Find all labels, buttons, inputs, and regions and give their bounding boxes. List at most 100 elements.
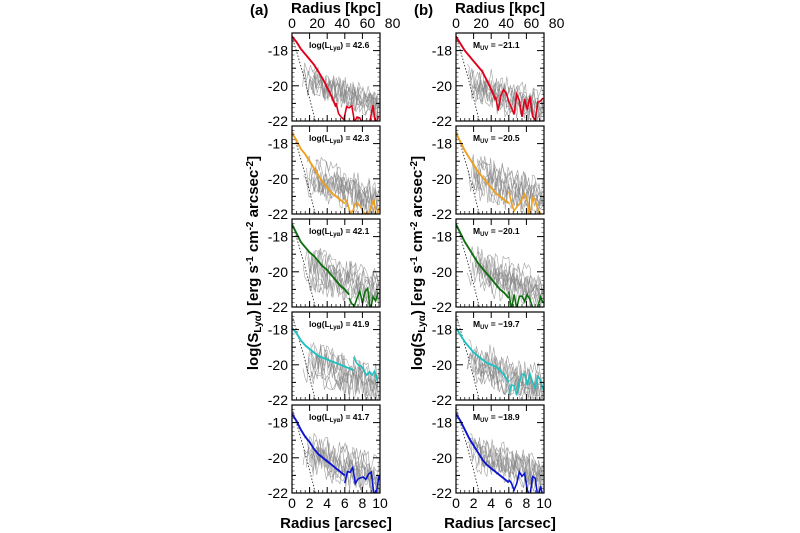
x-tick-label: 8 bbox=[359, 495, 367, 511]
x-tick-label: 6 bbox=[341, 495, 349, 511]
individual-profile-curve bbox=[311, 439, 380, 486]
y-tick-label: -22 bbox=[268, 206, 288, 222]
individual-profile-curve bbox=[475, 260, 544, 307]
row-annotation: MUV = −20.5 bbox=[473, 133, 520, 145]
row-annotation: log(LLyα) = 42.3 bbox=[309, 133, 370, 145]
y-tick-label: -18 bbox=[432, 322, 452, 338]
psf-profile-curve bbox=[292, 129, 316, 214]
panel-label: (a) bbox=[250, 2, 268, 19]
x-tick-label: 0 bbox=[288, 495, 296, 511]
y-tick-label: -18 bbox=[432, 136, 452, 152]
stacked-profile-line bbox=[456, 35, 497, 101]
x-tick-label: 6 bbox=[505, 495, 513, 511]
y-tick-label: -22 bbox=[432, 485, 452, 501]
stacked-profile-noise bbox=[508, 370, 544, 396]
individual-profile-curve bbox=[308, 268, 380, 306]
individual-profile-curve bbox=[302, 263, 379, 300]
y-tick-label: -18 bbox=[432, 229, 452, 245]
y-axis-label: log(SLyα) [erg s-1 cm-2 arcsec-2] bbox=[245, 156, 264, 370]
individual-profile-curve bbox=[314, 343, 380, 389]
individual-profiles-1-4 bbox=[456, 408, 544, 493]
y-tick-label: -20 bbox=[432, 78, 452, 94]
individual-profile-curve bbox=[315, 156, 380, 201]
individual-profile-curve bbox=[479, 440, 544, 484]
individual-profile-curve bbox=[476, 160, 544, 207]
y-tick-label: -22 bbox=[432, 113, 452, 129]
psf-profile-curve bbox=[456, 408, 480, 493]
kpc-tick-label: 40 bbox=[498, 15, 514, 31]
x-axis-label: Radius [arcsec] bbox=[444, 515, 556, 532]
individual-profile-curve bbox=[312, 354, 379, 396]
x-tick-label: 4 bbox=[323, 495, 331, 511]
y-tick-label: -18 bbox=[268, 229, 288, 245]
individual-profile-curve bbox=[310, 436, 379, 475]
y-tick-label: -22 bbox=[268, 299, 288, 315]
kpc-tick-label: 80 bbox=[549, 15, 565, 31]
individual-profile-curve bbox=[468, 170, 543, 214]
stacked-profile-noise bbox=[352, 356, 379, 382]
kpc-tick-label: 20 bbox=[309, 15, 325, 31]
stacked-profiles bbox=[292, 35, 544, 493]
y-tick-label: -18 bbox=[268, 415, 288, 431]
kpc-tick-label: 40 bbox=[334, 15, 350, 31]
row-annotation: log(LLyα) = 41.7 bbox=[309, 412, 370, 424]
psf-profile-curve bbox=[292, 408, 316, 493]
x-axis-label: Radius [arcsec] bbox=[280, 515, 392, 532]
y-tick-label: -22 bbox=[432, 206, 452, 222]
kpc-tick-label: 0 bbox=[288, 15, 296, 31]
row-annotation: MUV = −20.1 bbox=[473, 226, 520, 238]
psf-profile-curve bbox=[456, 129, 480, 214]
y-tick-label: -18 bbox=[268, 43, 288, 59]
individual-profile-curve bbox=[310, 343, 379, 394]
individual-profiles-0-3 bbox=[292, 315, 380, 400]
psf-profile-curve bbox=[456, 36, 480, 121]
individual-profile-curve bbox=[309, 268, 380, 307]
y-tick-label: -20 bbox=[268, 357, 288, 373]
top-axis-label: Radius [kpc] bbox=[291, 0, 381, 17]
individual-profile-curve bbox=[302, 356, 378, 400]
individual-profile-curve bbox=[303, 69, 380, 121]
y-tick-label: -18 bbox=[432, 415, 452, 431]
y-tick-label: -20 bbox=[268, 171, 288, 187]
y-tick-label: -20 bbox=[268, 450, 288, 466]
individual-profile-curve bbox=[311, 341, 380, 385]
individual-profile-curve bbox=[305, 248, 380, 286]
psf-profile-curve bbox=[292, 315, 316, 400]
stacked-profile-line bbox=[292, 132, 346, 205]
individual-profile-curve bbox=[302, 445, 379, 493]
individual-profile-curve bbox=[479, 366, 544, 400]
y-tick-label: -20 bbox=[432, 450, 452, 466]
stacked-profile-line bbox=[292, 223, 350, 296]
individual-profile-curve bbox=[469, 433, 544, 479]
individual-profile-curve bbox=[306, 155, 379, 204]
individual-profiles-1-0 bbox=[456, 36, 544, 121]
row-annotation: MUV = −21.1 bbox=[473, 40, 520, 52]
x-tick-label: 8 bbox=[523, 495, 531, 511]
y-tick-label: -22 bbox=[268, 113, 288, 129]
individual-profile-curve bbox=[472, 157, 543, 199]
individual-profiles-0-0 bbox=[292, 36, 380, 121]
individual-profile-curve bbox=[468, 339, 543, 391]
kpc-tick-label: 0 bbox=[452, 15, 460, 31]
individual-profile-curve bbox=[312, 453, 379, 493]
stacked-profile-noise bbox=[348, 286, 379, 307]
y-tick-label: -22 bbox=[432, 299, 452, 315]
stacked-profile-noise bbox=[508, 291, 544, 307]
psf-profile-curve bbox=[456, 222, 480, 307]
stacked-profile-line bbox=[456, 132, 510, 205]
stacked-profile-line bbox=[292, 413, 346, 477]
x-tick-label: 10 bbox=[372, 495, 388, 511]
kpc-tick-label: 60 bbox=[524, 15, 540, 31]
stacked-profile-noise bbox=[508, 191, 542, 214]
y-tick-label: -20 bbox=[268, 78, 288, 94]
psf-profile-curve bbox=[292, 36, 316, 121]
stacked-profile-noise bbox=[335, 102, 379, 121]
individual-profile-curve bbox=[476, 266, 543, 307]
kpc-tick-label: 20 bbox=[473, 15, 489, 31]
stacked-profile-noise bbox=[508, 470, 544, 493]
individual-profiles-1-2 bbox=[456, 222, 544, 307]
individual-profile-curve bbox=[308, 348, 380, 386]
top-axis-label: Radius [kpc] bbox=[455, 0, 545, 17]
kpc-tick-label: 80 bbox=[385, 15, 401, 31]
